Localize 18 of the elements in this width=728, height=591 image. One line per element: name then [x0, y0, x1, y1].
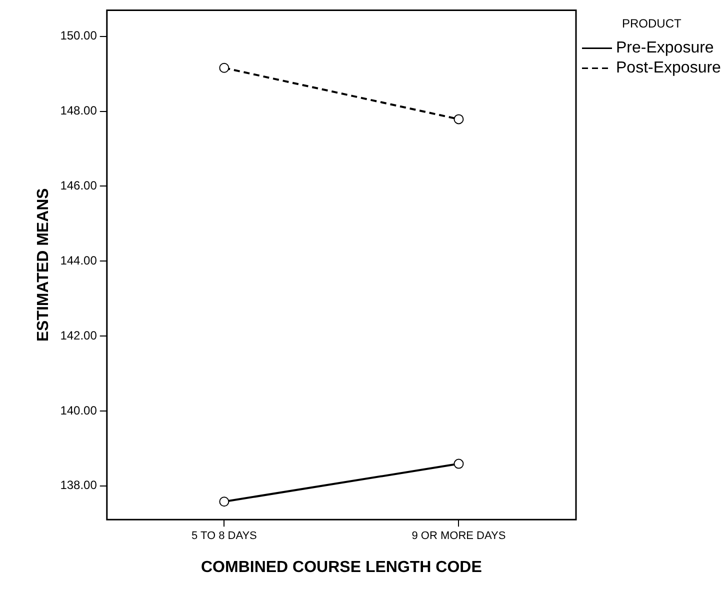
y-tick-label: 150.00 [60, 28, 98, 43]
y-tick-label: 138.00 [60, 478, 98, 492]
x-tick-label: 9 OR MORE DAYS [412, 530, 506, 542]
point [454, 458, 464, 469]
y-axis-title: ESTIMATED MEANS [35, 188, 52, 342]
point [219, 62, 230, 73]
legend-label: Pre-Exposure [616, 40, 714, 57]
point [219, 496, 230, 507]
x-axis-title: COMBINED COURSE LENGTH CODE [201, 558, 482, 576]
legend-label: Post-Exposure [616, 60, 722, 77]
x-tick-label: 5 TO 8 DAYS [191, 530, 257, 542]
y-tick-label: 144.00 [60, 253, 98, 268]
y-tick-label: 146.00 [60, 178, 98, 193]
legend-title: PRODUCT [622, 16, 682, 31]
point [454, 114, 464, 124]
y-tick-label: 148.00 [60, 104, 98, 118]
y-tick-label: 142.00 [60, 328, 98, 342]
y-tick-label: 140.00 [60, 403, 98, 418]
